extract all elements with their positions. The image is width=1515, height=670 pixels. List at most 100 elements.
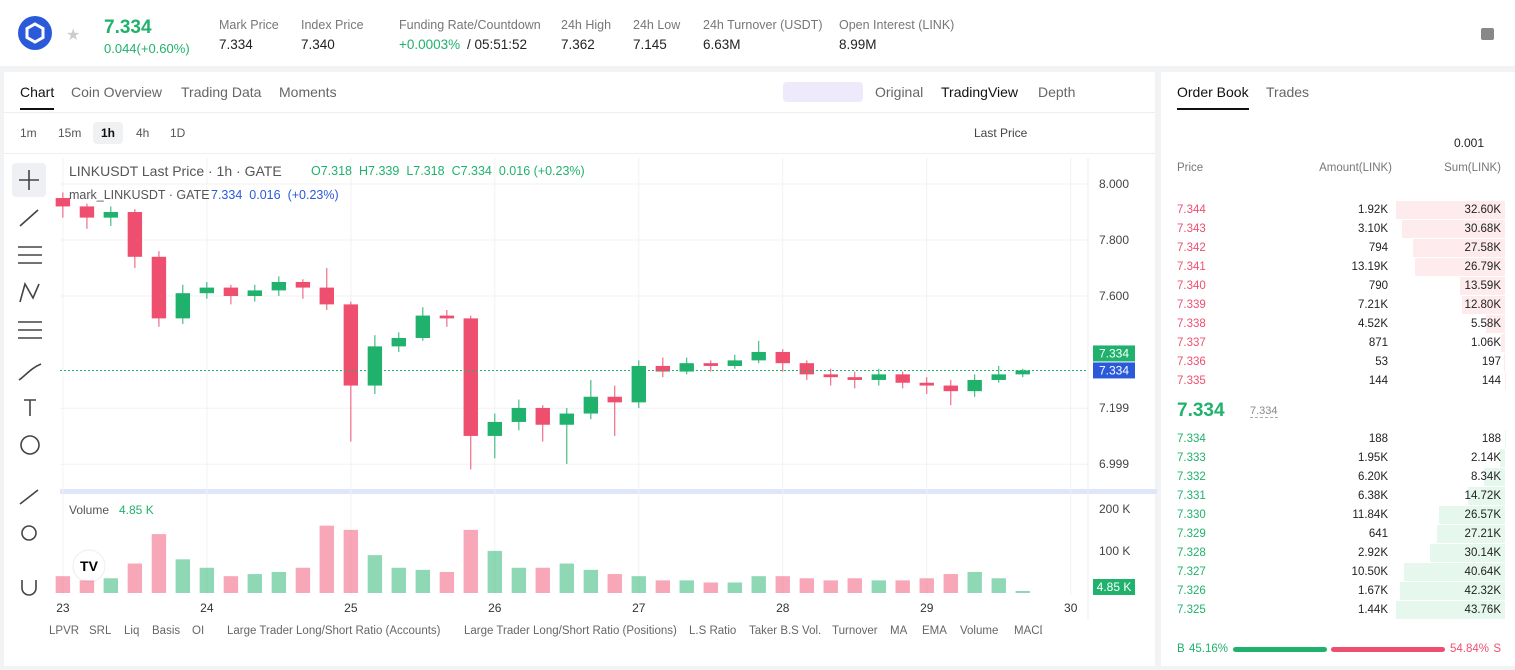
volume-bar <box>127 563 143 593</box>
depth-bar <box>1504 353 1505 371</box>
interval[interactable]: 1h <box>93 122 124 144</box>
indicator-tab[interactable]: Basis <box>152 625 181 637</box>
candle-body <box>223 287 239 296</box>
book-tab[interactable]: Trades <box>1266 84 1310 100</box>
book-mark: 7.334 <box>1250 405 1278 418</box>
chart-panel <box>4 72 1155 666</box>
candle-body <box>271 281 287 291</box>
candle-body <box>487 421 503 436</box>
interval[interactable]: 1m <box>20 126 37 140</box>
amount: 53 <box>1375 356 1388 368</box>
candle-body <box>415 315 431 338</box>
candle-body <box>727 360 743 366</box>
indicator-tab[interactable]: L.S Ratio <box>689 625 737 637</box>
sum: 14.72K <box>1464 490 1501 502</box>
indicator-tab[interactable]: Large Trader Long/Short Ratio (Accounts) <box>227 625 441 637</box>
column-header: Amount(LINK) <box>1319 162 1392 174</box>
y-tick-label: 7.600 <box>1099 289 1129 303</box>
price-change: 0.044(+0.60%) <box>104 41 190 56</box>
indicator-tab[interactable]: Volume <box>960 625 999 637</box>
candle-body <box>703 363 718 366</box>
x-tick-label: 25 <box>344 601 358 615</box>
sum: 42.32K <box>1464 585 1501 597</box>
candle-body <box>919 382 934 386</box>
view-tab[interactable]: TradingView <box>941 84 1019 100</box>
volume-bar <box>247 574 263 593</box>
buy-ratio: 45.16% <box>1189 643 1229 655</box>
book-tab[interactable]: Order Book <box>1177 84 1249 110</box>
indicator-tab[interactable]: LPVR <box>49 625 80 637</box>
view-tab[interactable]: Depth <box>1038 84 1076 100</box>
y-tick-label: 200 K <box>1099 502 1130 516</box>
indicator-tab[interactable]: Taker B.S Vol. <box>749 625 822 637</box>
chart-tab[interactable]: Chart <box>20 84 55 110</box>
stat-value: 6.63M <box>703 37 741 52</box>
price-type[interactable]: Last Price <box>974 126 1028 140</box>
indicator-tab[interactable]: OI <box>192 625 205 637</box>
candle-body <box>535 407 550 425</box>
price-tag-label: 7.334 <box>1099 346 1129 360</box>
volume-bar <box>727 582 743 593</box>
ohlc-value: H7.339 <box>359 164 400 178</box>
indicator-tab[interactable]: MACD <box>1014 625 1042 637</box>
amount: 188 <box>1368 433 1388 445</box>
sum: 5.58K <box>1470 318 1501 330</box>
candle-body <box>367 346 383 386</box>
stat-value: / 05:51:52 <box>467 37 528 52</box>
indicator-tab[interactable]: Large Trader Long/Short Ratio (Positions… <box>464 625 677 637</box>
volume-bar <box>607 574 622 593</box>
candle-body <box>55 198 71 207</box>
indicator-tab[interactable]: EMA <box>922 625 947 637</box>
stat-label: Open Interest (LINK) <box>839 18 955 32</box>
candle-body <box>127 212 143 257</box>
candle-body <box>463 318 478 436</box>
price: 7.328 <box>1177 547 1206 559</box>
interval[interactable]: 1D <box>170 126 186 140</box>
amount: 6.38K <box>1357 490 1388 502</box>
volume-tag <box>1093 579 1135 595</box>
precision[interactable]: 0.001 <box>1454 136 1485 150</box>
stat-label: Index Price <box>301 18 364 32</box>
price-tag <box>1093 345 1135 362</box>
indicator-tab[interactable]: Turnover <box>832 625 878 637</box>
ohlc-value: C7.334 <box>451 164 492 178</box>
price-tag-label: 7.334 <box>1099 363 1129 377</box>
candle-body <box>991 374 1006 380</box>
volume-bar <box>703 582 718 593</box>
interval[interactable]: 15m <box>58 126 82 140</box>
indicator-tab[interactable]: Liq <box>124 625 140 637</box>
interval[interactable]: 4h <box>136 126 150 140</box>
price: 7.325 <box>1177 604 1206 616</box>
sum: 26.57K <box>1464 509 1501 521</box>
price: 7.326 <box>1177 585 1206 597</box>
depth-bar <box>1402 220 1505 238</box>
sum: 2.14K <box>1470 452 1501 464</box>
favorite-star[interactable]: ★ <box>66 27 81 44</box>
candle-body <box>247 290 263 296</box>
price: 7.339 <box>1177 299 1206 311</box>
chart-tab[interactable]: Coin Overview <box>71 84 163 100</box>
price: 7.336 <box>1177 356 1206 368</box>
view-tab[interactable]: Original <box>875 84 924 100</box>
volume-bar <box>151 534 167 593</box>
amount: 1.44K <box>1357 604 1388 616</box>
price: 7.329 <box>1177 528 1206 540</box>
settings-icon[interactable] <box>1481 28 1494 40</box>
chart-tab[interactable]: Moments <box>279 84 337 100</box>
price: 7.332 <box>1177 471 1206 483</box>
indicator-tab[interactable]: SRL <box>89 625 112 637</box>
price: 7.342 <box>1177 242 1206 254</box>
candle-body <box>343 304 359 386</box>
sum: 188 <box>1481 433 1501 445</box>
amount: 2.92K <box>1357 547 1388 559</box>
chart-tab[interactable]: Trading Data <box>181 84 262 100</box>
volume-bar <box>1015 590 1030 593</box>
x-tick-label: 29 <box>920 601 934 615</box>
candle-body <box>847 377 862 380</box>
stat-value: +0.0003% <box>399 37 461 52</box>
book-last: 7.334 <box>1177 400 1225 421</box>
depth-bar <box>1462 296 1505 314</box>
indicator-tab[interactable]: MA <box>890 625 908 637</box>
ohlc-value: O7.318 <box>311 164 353 178</box>
